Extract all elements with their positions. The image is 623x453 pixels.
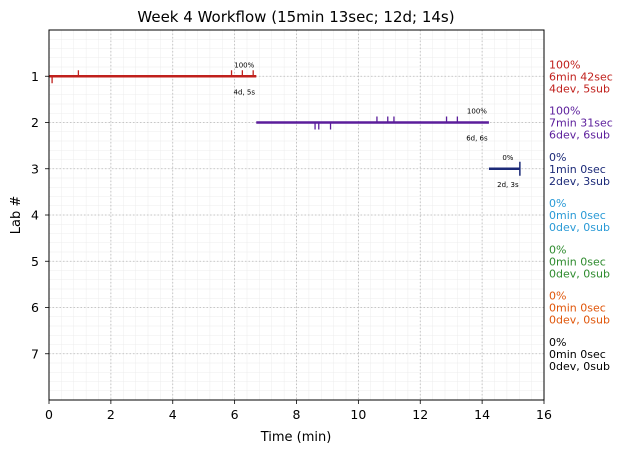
y-axis-label: Lab # [9,196,24,235]
lab-4-side-line: 0% [549,197,566,210]
plot-frame [48,29,545,401]
lab-1-pct-label: 100% [234,61,254,69]
lab-1-side-line: 6min 42sec [549,70,613,83]
lab-3-side-line: 1min 0sec [549,163,606,176]
lab-7-side-line: 0% [549,336,566,349]
y-tick-label: 1 [31,69,39,84]
lab-3-side-line: 0% [549,151,566,164]
lab-2-side-line: 100% [549,105,580,118]
lab-1-counts-label: 4d, 5s [234,88,256,96]
lab-4-side-line: 0dev, 0sub [549,221,610,234]
chart-title: Week 4 Workflow (15min 13sec; 12d; 14s) [137,8,454,26]
lab-1-side-line: 100% [549,58,580,71]
y-tick-label: 2 [31,115,39,130]
lab-1-side-line: 4dev, 5sub [549,82,610,95]
lab-3-counts-label: 2d, 3s [497,181,519,189]
x-tick-label: 16 [536,407,552,422]
lab-4-side-line: 0min 0sec [549,209,606,222]
x-tick-label: 0 [45,407,53,422]
lab-2-pct-label: 100% [467,108,487,116]
y-tick-label: 7 [31,346,39,361]
lab-2-side-line: 7min 31sec [549,117,613,130]
x-tick-label: 12 [412,407,428,422]
x-tick-label: 4 [169,407,177,422]
lab-5-side-line: 0% [549,243,566,256]
lab-5-side-line: 0dev, 0sub [549,267,610,280]
x-tick-label: 8 [293,407,301,422]
lab-2-side-line: 6dev, 6sub [549,129,610,142]
x-tick-label: 14 [474,407,490,422]
x-axis-label: Time (min) [260,430,332,445]
y-tick-label: 4 [31,208,39,223]
x-tick-label: 6 [231,407,239,422]
lab-3-pct-label: 0% [502,154,513,162]
y-tick-label: 5 [31,254,39,269]
y-tick-label: 3 [31,161,39,176]
y-tick-label: 6 [31,300,39,315]
lab-2-counts-label: 6d, 6s [466,135,488,143]
lab-7-side-line: 0min 0sec [549,348,606,361]
lab-6-side-line: 0% [549,290,566,303]
x-tick-label: 10 [350,407,366,422]
lab-5-side-line: 0min 0sec [549,255,606,268]
lab-7-side-line: 0dev, 0sub [549,360,610,373]
grid [48,29,545,401]
lab-3-side-line: 2dev, 3sub [549,175,610,188]
x-tick-label: 2 [107,407,115,422]
chart-marks: 100% 4d, 5s 100% 6d, 6s 0% 2d, 3s [49,61,521,189]
lab-6-side-line: 0min 0sec [549,302,606,315]
lab-6-side-line: 0dev, 0sub [549,314,610,327]
